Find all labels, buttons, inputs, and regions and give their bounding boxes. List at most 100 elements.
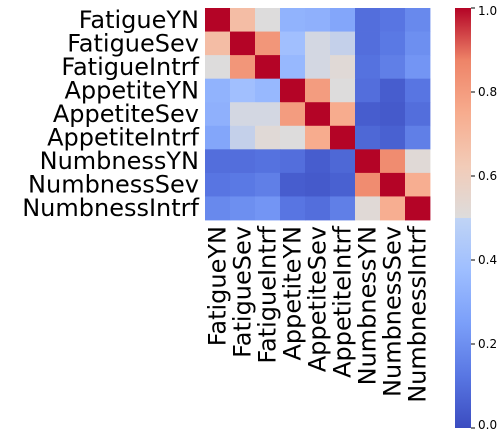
heatmap-cell-AppetiteYN-FatigueYN [205,78,231,103]
colorbar-tick-label: 0.8 [478,85,497,99]
heatmap-cell-FatigueSev-NumbnessIntrf [405,31,431,56]
heatmap-cell-FatigueSev-AppetiteSev [305,31,331,56]
heatmap-cell-FatigueSev-FatigueIntrf [255,31,281,56]
heatmap-cell-NumbnessSev-AppetiteIntrf [330,172,356,197]
heatmap-cell-FatigueIntrf-FatigueYN [205,55,231,80]
y-tick-label: NumbnessYN [40,147,199,175]
heatmap-cell-AppetiteSev-NumbnessSev [380,102,406,127]
heatmap-cell-AppetiteIntrf-NumbnessYN [355,125,381,150]
y-tick-label: AppetiteSev [53,100,199,128]
heatmap-cell-FatigueIntrf-NumbnessIntrf [405,55,431,80]
heatmap-cell-NumbnessIntrf-NumbnessYN [355,196,381,221]
x-tick-label: AppetiteIntrf [329,225,357,377]
heatmap-cell-FatigueIntrf-AppetiteYN [280,55,306,80]
colorbar-gradient [455,8,471,428]
y-tick-label: AppetiteYN [64,76,199,104]
heatmap-cell-FatigueIntrf-FatigueSev [230,55,256,80]
heatmap-cell-FatigueIntrf-FatigueIntrf [255,55,281,80]
heatmap-cell-AppetiteYN-NumbnessIntrf [405,78,431,103]
x-tick-label: FatigueSev [229,226,257,358]
heatmap-cell-AppetiteIntrf-FatigueSev [230,125,256,150]
y-tick-label: FatigueSev [67,29,199,57]
colorbar-ticks: 0.0 0.2 0.4 0.6 0.8 1.0 [471,4,497,432]
heatmap-cell-NumbnessIntrf-NumbnessIntrf [405,196,431,221]
heatmap-cell-NumbnessIntrf-NumbnessSev [380,196,406,221]
heatmap-cell-NumbnessYN-FatigueIntrf [255,149,281,174]
heatmap-cell-NumbnessYN-AppetiteIntrf [330,149,356,174]
heatmap-cell-AppetiteIntrf-NumbnessIntrf [405,125,431,150]
heatmap-cell-AppetiteYN-NumbnessSev [380,78,406,103]
heatmap-cell-FatigueIntrf-AppetiteSev [305,55,331,80]
heatmap-cell-AppetiteYN-FatigueSev [230,78,256,103]
heatmap-cell-AppetiteIntrf-NumbnessSev [380,125,406,150]
heatmap-cell-FatigueIntrf-NumbnessSev [380,55,406,80]
heatmap-cell-AppetiteSev-FatigueSev [230,102,256,127]
heatmap-cell-AppetiteSev-FatigueYN [205,102,231,127]
heatmap-cell-AppetiteYN-FatigueIntrf [255,78,281,103]
heatmap-cell-NumbnessYN-NumbnessIntrf [405,149,431,174]
heatmap-cell-AppetiteSev-AppetiteSev [305,102,331,127]
heatmap-cell-NumbnessSev-AppetiteYN [280,172,306,197]
heatmap-cell-NumbnessSev-NumbnessYN [355,172,381,197]
x-axis-labels: FatigueYNFatigueSevFatigueIntrfAppetiteY… [204,225,432,402]
y-tick-label: NumbnessSev [28,171,199,199]
heatmap-cell-FatigueYN-AppetiteIntrf [330,8,356,32]
heatmap-cell-FatigueYN-FatigueSev [230,8,256,32]
heatmap-cell-FatigueYN-AppetiteSev [305,8,331,32]
heatmap-cell-AppetiteSev-NumbnessIntrf [405,102,431,127]
colorbar-tick-label: 0.6 [478,169,497,183]
heatmap-cell-NumbnessYN-AppetiteYN [280,149,306,174]
colorbar-tick-label: 0.2 [478,337,497,351]
y-tick-label: FatigueIntrf [61,53,199,81]
heatmap-cell-AppetiteYN-AppetiteSev [305,78,331,103]
x-tick-label: NumbnessYN [354,226,382,385]
heatmap-cell-AppetiteSev-FatigueIntrf [255,102,281,127]
x-tick-label: NumbnessSev [379,226,407,397]
heatmap-cell-NumbnessIntrf-AppetiteIntrf [330,196,356,221]
heatmap-cell-FatigueYN-NumbnessSev [380,8,406,32]
heatmap-cell-NumbnessIntrf-FatigueYN [205,196,231,221]
heatmap-cell-AppetiteYN-AppetiteYN [280,78,306,103]
heatmap-cell-AppetiteIntrf-FatigueYN [205,125,231,150]
colorbar-tick-label: 0.4 [478,253,497,267]
x-tick-label: FatigueIntrf [254,225,282,363]
heatmap-cell-NumbnessIntrf-FatigueIntrf [255,196,281,221]
x-tick-label: AppetiteSev [304,226,332,372]
heatmap-cell-NumbnessIntrf-AppetiteYN [280,196,306,221]
heatmap-cell-AppetiteIntrf-AppetiteSev [305,125,331,150]
heatmap-cells [205,8,431,221]
heatmap-cell-FatigueSev-AppetiteIntrf [330,31,356,56]
heatmap-cell-NumbnessSev-FatigueIntrf [255,172,281,197]
heatmap-cell-FatigueSev-FatigueSev [230,31,256,56]
heatmap-cell-FatigueYN-FatigueYN [205,8,231,32]
y-tick-label: AppetiteIntrf [47,124,199,152]
heatmap-cell-AppetiteSev-AppetiteIntrf [330,102,356,127]
y-axis-labels: FatigueYNFatigueSevFatigueIntrfAppetiteY… [22,6,199,222]
x-tick-label: FatigueYN [204,226,232,346]
heatmap-cell-NumbnessSev-AppetiteSev [305,172,331,197]
heatmap-cell-NumbnessYN-FatigueYN [205,149,231,174]
heatmap-cell-FatigueIntrf-AppetiteIntrf [330,55,356,80]
heatmap-cell-AppetiteIntrf-AppetiteIntrf [330,125,356,150]
heatmap-cell-NumbnessSev-FatigueSev [230,172,256,197]
heatmap-cell-NumbnessYN-AppetiteSev [305,149,331,174]
x-tick-label: NumbnessIntrf [404,225,432,402]
y-tick-label: NumbnessIntrf [22,194,199,222]
x-tick-label: AppetiteYN [279,226,307,361]
heatmap-cell-FatigueYN-NumbnessYN [355,8,381,32]
colorbar: 0.0 0.2 0.4 0.6 0.8 1.0 [455,4,497,432]
heatmap-cell-NumbnessSev-FatigueYN [205,172,231,197]
heatmap-cell-FatigueIntrf-NumbnessYN [355,55,381,80]
heatmap-cell-NumbnessYN-NumbnessSev [380,149,406,174]
heatmap-cell-AppetiteYN-NumbnessYN [355,78,381,103]
heatmap-cell-FatigueSev-NumbnessYN [355,31,381,56]
heatmap-cell-FatigueYN-AppetiteYN [280,8,306,32]
heatmap-cell-NumbnessYN-FatigueSev [230,149,256,174]
colorbar-tick-label: 0.0 [478,418,497,432]
heatmap-cell-NumbnessIntrf-FatigueSev [230,196,256,221]
heatmap-cell-AppetiteIntrf-AppetiteYN [280,125,306,150]
heatmap-cell-FatigueSev-NumbnessSev [380,31,406,56]
colorbar-tick-label: 1.0 [478,4,497,18]
heatmap-cell-NumbnessSev-NumbnessSev [380,172,406,197]
